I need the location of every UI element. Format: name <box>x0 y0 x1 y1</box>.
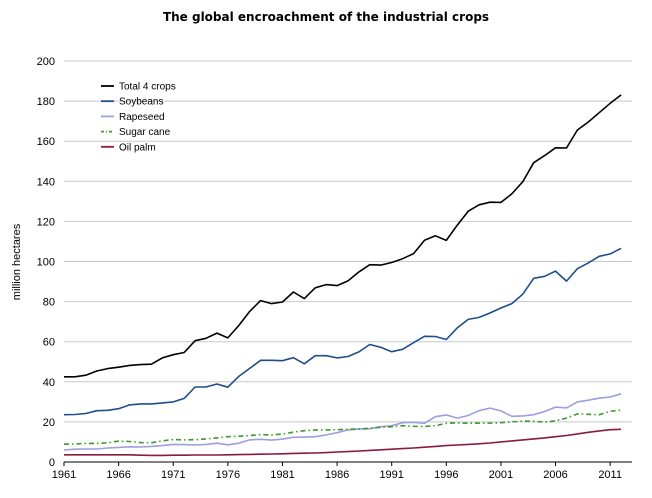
x-tick-label-1971: 1971 <box>161 469 185 481</box>
gridlines <box>64 60 632 423</box>
series-line-oil-palm <box>64 428 622 457</box>
legend-label-soybeans: Soybeans <box>119 97 163 108</box>
y-tick-label-60: 60 <box>43 337 55 349</box>
series-line-rapeseed <box>63 393 622 451</box>
legend: Total 4 crops Soybeans Rapeseed Sugar cane O… <box>101 82 176 153</box>
legend-label-total-4-crops: Total 4 crops <box>119 82 176 93</box>
chart-title: The global encroachment of the industria… <box>162 10 490 24</box>
y-tick-label-180: 180 <box>37 96 55 108</box>
x-tick-label-2011: 2011 <box>598 469 622 481</box>
y-tick-label-200: 200 <box>37 56 55 68</box>
y-tick-label-40: 40 <box>43 377 55 389</box>
x-tick-label-1986: 1986 <box>325 469 349 481</box>
y-tick-label-0: 0 <box>49 457 55 469</box>
axes: 0 20 40 60 80 100 120 140 160 180 200 1961 1966 1971 1… <box>37 56 632 481</box>
y-tick-label-80: 80 <box>43 297 55 309</box>
legend-label-rapeseed: Rapeseed <box>119 112 165 123</box>
legend-label-oil-palm: Oil palm <box>119 142 156 153</box>
y-tick-label-100: 100 <box>37 257 55 269</box>
y-axis-title: million hectares <box>11 223 23 300</box>
x-tick-label-1961: 1961 <box>52 469 76 481</box>
y-tick-label-120: 120 <box>37 216 55 228</box>
x-tick-label-1981: 1981 <box>270 469 294 481</box>
x-tick-label-1991: 1991 <box>379 469 403 481</box>
series-line-sugar-cane <box>63 409 622 445</box>
y-tick-label-160: 160 <box>37 136 55 148</box>
x-tick-label-1996: 1996 <box>434 469 458 481</box>
legend-label-sugar-cane: Sugar cane <box>119 127 171 138</box>
x-tick-label-1966: 1966 <box>106 469 130 481</box>
x-tick-label-2006: 2006 <box>543 469 567 481</box>
series-lines <box>63 94 622 457</box>
series-line-total-4-crops <box>64 94 622 378</box>
y-tick-label-140: 140 <box>37 176 55 188</box>
y-tick-label-20: 20 <box>43 417 55 429</box>
series-line-soybeans <box>63 247 622 416</box>
x-tick-label-2001: 2001 <box>489 469 513 481</box>
x-tick-label-1976: 1976 <box>216 469 240 481</box>
